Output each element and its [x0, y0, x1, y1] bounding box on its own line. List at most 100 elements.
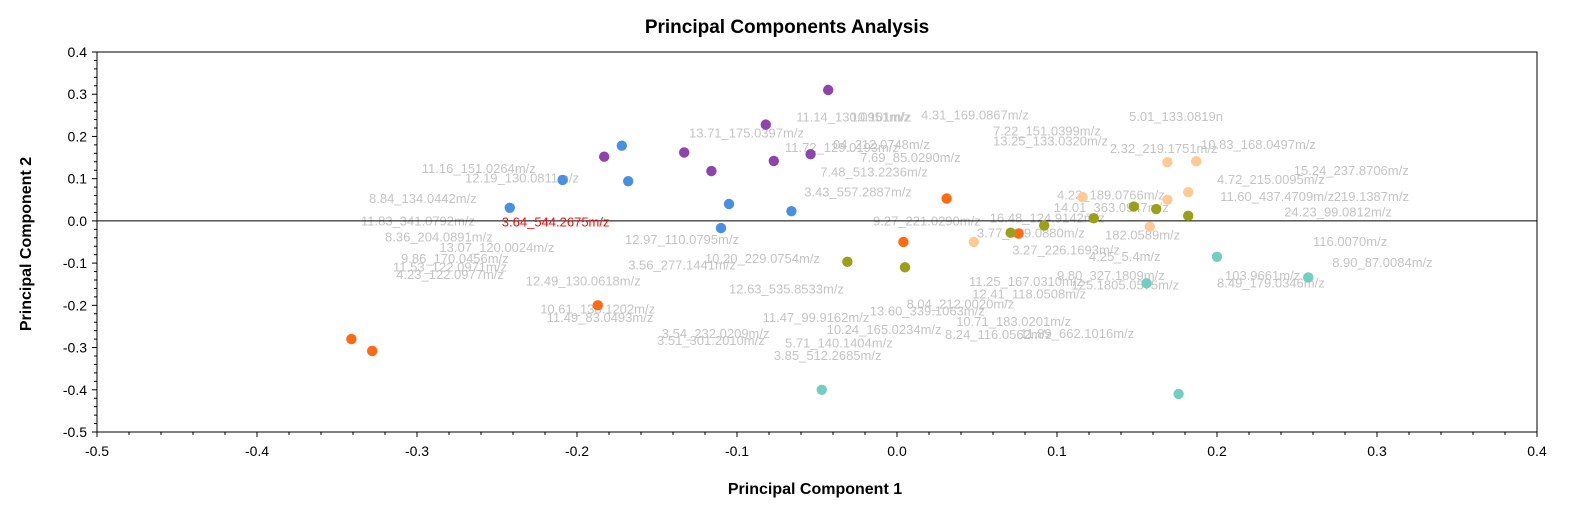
- data-point[interactable]: [1303, 272, 1314, 283]
- data-point[interactable]: [1191, 156, 1202, 167]
- point-label: 12.63_535.8533m/z: [729, 282, 844, 297]
- data-point[interactable]: [760, 119, 771, 130]
- data-point[interactable]: [1077, 192, 1088, 203]
- point-label: 182.0589m/z: [1105, 228, 1180, 243]
- y-axis: 0.4 0.3 0.2 0.1 0.0 -0.1 -0.2 -0.3 -0.4 -0.5: [63, 44, 97, 440]
- data-point[interactable]: [1039, 220, 1050, 231]
- data-point[interactable]: [679, 147, 690, 158]
- point-label: 9.80_327.1809m/z: [1057, 268, 1165, 283]
- data-point[interactable]: [816, 384, 827, 395]
- x-tick-label: -0.3: [405, 443, 429, 459]
- data-point[interactable]: [592, 300, 603, 311]
- point-label: 8.90_87.0084m/z: [1332, 255, 1432, 270]
- point-label: 116.0070m/z: [1313, 234, 1387, 249]
- x-tick-label: -0.5: [85, 443, 109, 459]
- point-label: 3.27_226.1693m/z: [1012, 242, 1120, 257]
- point-label: 125.1805.0575m/z: [1071, 277, 1179, 292]
- data-point[interactable]: [968, 236, 979, 248]
- point-label: 14.01_363.0947m/z: [1054, 200, 1169, 215]
- point-label: 12.49_130.0618m/z: [526, 273, 641, 288]
- data-point[interactable]: [623, 176, 634, 187]
- point-label: 3.51_301.2010m/z: [657, 333, 765, 348]
- data-point[interactable]: [898, 236, 909, 248]
- data-point[interactable]: [899, 262, 911, 273]
- data-point[interactable]: [1005, 227, 1016, 238]
- y-tick-label: -0.2: [63, 297, 87, 313]
- point-label: 24.23_99.0812m/z: [1284, 204, 1392, 219]
- data-point[interactable]: [1013, 228, 1024, 239]
- data-point[interactable]: [1211, 251, 1223, 262]
- data-point[interactable]: [805, 148, 816, 160]
- point-label: 8.84_134.0442m/z: [369, 191, 477, 206]
- y-axis-label: Principal Component 2: [18, 157, 35, 331]
- point-label: 103.9661m/z: [1225, 268, 1300, 283]
- point-label: 4.25_5.4m/z: [1089, 249, 1161, 264]
- point-label-layer: 11.14_130.0951m/z10.101m/z 4.31_169.0867m…: [361, 107, 1433, 363]
- data-point[interactable]: [1141, 278, 1152, 289]
- data-point[interactable]: [367, 345, 378, 357]
- point-label: 8.49_179.0346m/z: [1217, 275, 1325, 290]
- data-point[interactable]: [1173, 388, 1184, 400]
- x-tick-label: 0.2: [1207, 443, 1227, 459]
- point-label: 15.24_237.8706m/z: [1294, 163, 1409, 178]
- data-point[interactable]: [715, 222, 727, 234]
- x-tick-label: 0.0: [887, 443, 907, 459]
- point-label: 5.71_140.1404m/z: [785, 335, 893, 350]
- point-label: 4.23_122.0977m/z: [396, 267, 504, 282]
- point-label: 10.20_229.0754m/z: [705, 251, 820, 266]
- data-point[interactable]: [842, 256, 853, 268]
- data-point[interactable]: [1183, 210, 1194, 222]
- data-point[interactable]: [823, 84, 834, 96]
- point-label: 3.56_277.1441m/z: [628, 258, 736, 273]
- point-label: 11.25_167.0310m/z: [969, 274, 1083, 289]
- data-point[interactable]: [1151, 203, 1162, 215]
- y-tick-label: 0.4: [68, 44, 88, 60]
- point-label: 12.41_118.0508m/z: [972, 286, 1086, 301]
- data-point[interactable]: [346, 333, 357, 345]
- data-point[interactable]: [941, 193, 952, 204]
- point-label: 3.43_557.2887m/z: [804, 185, 912, 200]
- data-point[interactable]: [1162, 194, 1173, 205]
- y-tick-label: -0.5: [63, 424, 87, 440]
- data-point[interactable]: [786, 205, 797, 217]
- data-point[interactable]: [1144, 221, 1156, 232]
- y-tick-label: 0.1: [68, 171, 88, 187]
- point-label: 13.07_120.0024m/z: [439, 240, 554, 255]
- data-point[interactable]: [1088, 213, 1100, 224]
- data-point[interactable]: [1162, 157, 1173, 168]
- data-point[interactable]: [768, 155, 779, 167]
- data-point[interactable]: [616, 140, 627, 151]
- point-label: 4.31_169.0867m/z: [921, 107, 1029, 122]
- point-label: 3.54_232.0209m/z: [662, 326, 770, 341]
- point-label: 9.86_170.0456m/z: [401, 251, 509, 266]
- point-label: 5.01_133.0819n: [1129, 109, 1223, 124]
- point-label: 11.14_130.0951m/z: [796, 109, 910, 124]
- data-point[interactable]: [1183, 186, 1194, 198]
- point-label: 11.47_99.9162m/z: [763, 310, 870, 325]
- data-point[interactable]: [723, 198, 735, 210]
- point-label: 219.1387m/z: [1334, 189, 1409, 204]
- data-point[interactable]: [557, 174, 568, 186]
- y-tick-label: 0.2: [68, 128, 88, 144]
- x-tick-label: -0.2: [565, 443, 589, 459]
- point-label: 7.22_151.0399m/z: [993, 123, 1101, 138]
- point-label: 7.69_85.0290m/z: [860, 150, 960, 165]
- point-label: 11.60_437.4709m/z: [1220, 189, 1334, 204]
- point-label: 3.77_189.0880m/z: [977, 226, 1085, 241]
- point-label: 10.24_165.0234m/z: [827, 322, 942, 337]
- data-point[interactable]: [599, 151, 610, 162]
- x-axis: -0.5 -0.4 -0.3 -0.2 -0.1 0.0 0.1 0.2 0.3 0.4: [85, 432, 1547, 459]
- data-point[interactable]: [504, 202, 515, 213]
- point-label: 11.53_122.0971m/z: [393, 259, 507, 274]
- highlighted-point-label: 3.64_544.2675m/z: [502, 215, 610, 230]
- data-point[interactable]: [706, 165, 717, 177]
- point-label: 13.60_339.1063m/z: [870, 304, 985, 319]
- y-tick-label: -0.4: [63, 382, 87, 398]
- data-points: [346, 84, 1314, 400]
- point-label: 11.16_151.0264m/z: [422, 161, 536, 176]
- point-label: 12.97_110.0795m/z: [625, 232, 739, 247]
- point-label: 12.19_130.0811m/z: [465, 171, 579, 186]
- y-tick-label: -0.1: [63, 255, 87, 271]
- point-label: 10.71_183.0201m/z: [956, 314, 1071, 329]
- data-point[interactable]: [1128, 201, 1140, 212]
